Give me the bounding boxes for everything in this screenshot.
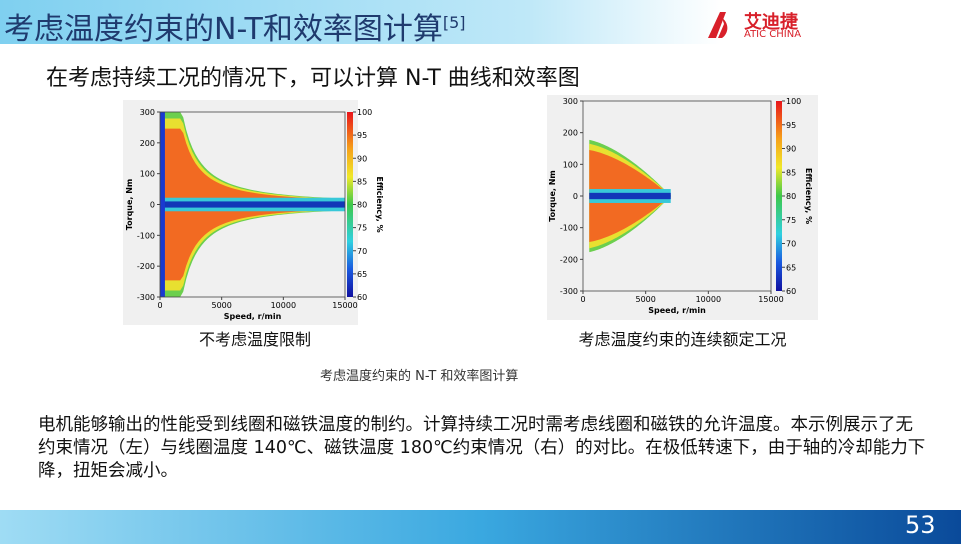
y-tick-label: 100 [563,160,578,169]
y-tick-label: 100 [140,170,155,179]
cb-tick-label: 70 [357,247,367,256]
cb-tick-label: 75 [786,216,796,225]
logo-mark [708,12,728,38]
y-tick-label: 0 [150,201,155,210]
cb-label: Efficiency, % [804,168,813,224]
x-tick-label: 10000 [696,295,721,304]
cb-tick-label: 60 [357,293,367,302]
cb-label: Efficiency, % [375,176,384,232]
x-tick-label: 5000 [211,301,231,310]
y-tick-label: -200 [137,262,155,271]
cb-tick-label: 95 [357,131,367,140]
y-tick-label: 200 [563,129,578,138]
x-tick-label: 5000 [635,295,655,304]
colorbar [347,112,353,297]
x-tick-label: 15000 [332,301,357,310]
x-axis-label: Speed, r/min [224,312,282,321]
cb-tick-label: 80 [357,201,367,210]
cb-tick-label: 100 [786,97,801,106]
cb-tick-label: 60 [786,287,796,296]
figure-caption: 考虑温度约束的 N-T 和效率图计算 [320,369,519,384]
y-tick-label: 300 [140,108,155,117]
body-text: 电机能够输出的性能受到线圈和磁铁温度的制约。计算持续工况时需考虑线圈和磁铁的允许… [38,415,926,481]
colorbar [776,101,782,291]
cb-tick-label: 75 [357,224,367,233]
logo-en: ATIC CHINA [744,29,802,40]
x-axis-label: Speed, r/min [648,306,706,315]
x-tick-label: 0 [580,295,585,304]
map-blue [161,201,345,208]
y-tick-label: -300 [560,287,578,296]
x-tick-label: 10000 [271,301,296,310]
cb-tick-label: 70 [786,240,796,249]
title: 考虑温度约束的N-T和效率图计算[5] [4,4,466,48]
cb-tick-label: 65 [786,263,796,272]
fig-caption-right: 考虑温度约束的连续额定工况 [578,330,787,349]
title-text: 考虑温度约束的N-T和效率图计算 [4,12,443,47]
y-axis-label: Torque, Nm [125,179,134,231]
subtitle: 在考虑持续工况的情况下，可以计算 N-T 曲线和效率图 [46,66,580,91]
cb-tick-label: 90 [786,145,796,154]
footer-band [0,510,961,544]
x-tick-label: 15000 [758,295,783,304]
cb-tick-label: 65 [357,270,367,279]
y-tick-label: -300 [137,293,155,302]
y-axis-label: Torque, Nm [548,170,557,222]
y-tick-label: -100 [560,224,578,233]
y-tick-label: -200 [560,255,578,264]
header-band [0,0,961,44]
y-tick-label: 300 [563,97,578,106]
y-tick-label: -100 [137,231,155,240]
title-ref: [5] [442,13,466,32]
cb-tick-label: 90 [357,154,367,163]
y-tick-label: 0 [573,192,578,201]
cb-tick-label: 85 [357,177,367,186]
map-strip [160,112,165,297]
cb-tick-label: 80 [786,192,796,201]
map-blue [589,192,671,200]
cb-tick-label: 100 [357,108,372,117]
cb-tick-label: 85 [786,168,796,177]
fig-caption-left: 不考虑温度限制 [198,330,311,349]
cb-tick-label: 95 [786,121,796,130]
page-number: 53 [905,511,936,539]
x-tick-label: 0 [157,301,162,310]
y-tick-label: 200 [140,139,155,148]
logo-cn: 艾迪捷 [744,12,798,33]
